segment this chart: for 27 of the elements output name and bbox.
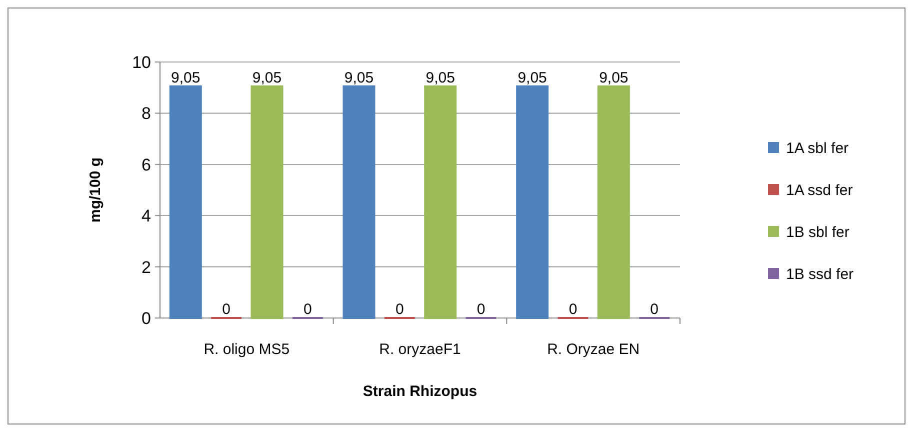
data-label: 9,05 [344, 69, 374, 86]
y-tick-label: 10 [132, 53, 151, 72]
data-label: 0 [304, 301, 312, 318]
legend-label: 1A sbl fer [786, 140, 849, 157]
x-tick-label: R. oryzaeF1 [379, 341, 461, 358]
data-label: 9,05 [252, 69, 282, 86]
x-tick-label: R. oligo MS5 [204, 341, 290, 358]
data-label: 0 [395, 301, 404, 318]
data-label: 9,05 [518, 69, 547, 86]
data-label: 9,05 [599, 69, 628, 86]
legend-label: 1B ssd fer [786, 266, 854, 283]
y-tick-label: 2 [142, 258, 151, 277]
x-axis-title: Strain Rhizopus [362, 383, 478, 400]
data-label: 0 [476, 301, 486, 318]
legend-label: 1B sbl fer [786, 224, 850, 241]
y-tick-label: 8 [142, 104, 151, 124]
y-tick-label: 6 [142, 155, 151, 174]
data-label: 9,05 [426, 69, 455, 86]
x-tick-label: R. Oryzae EN [547, 341, 640, 358]
data-label: 9,05 [171, 69, 200, 86]
data-label: 0 [222, 301, 230, 318]
data-label: 0 [568, 301, 578, 318]
y-tick-label: 0 [142, 309, 151, 328]
legend-label: 1A ssd fer [786, 182, 853, 199]
y-axis-title: mg/100 g [87, 157, 104, 223]
data-label: 0 [650, 301, 659, 318]
y-tick-label: 4 [142, 206, 151, 226]
